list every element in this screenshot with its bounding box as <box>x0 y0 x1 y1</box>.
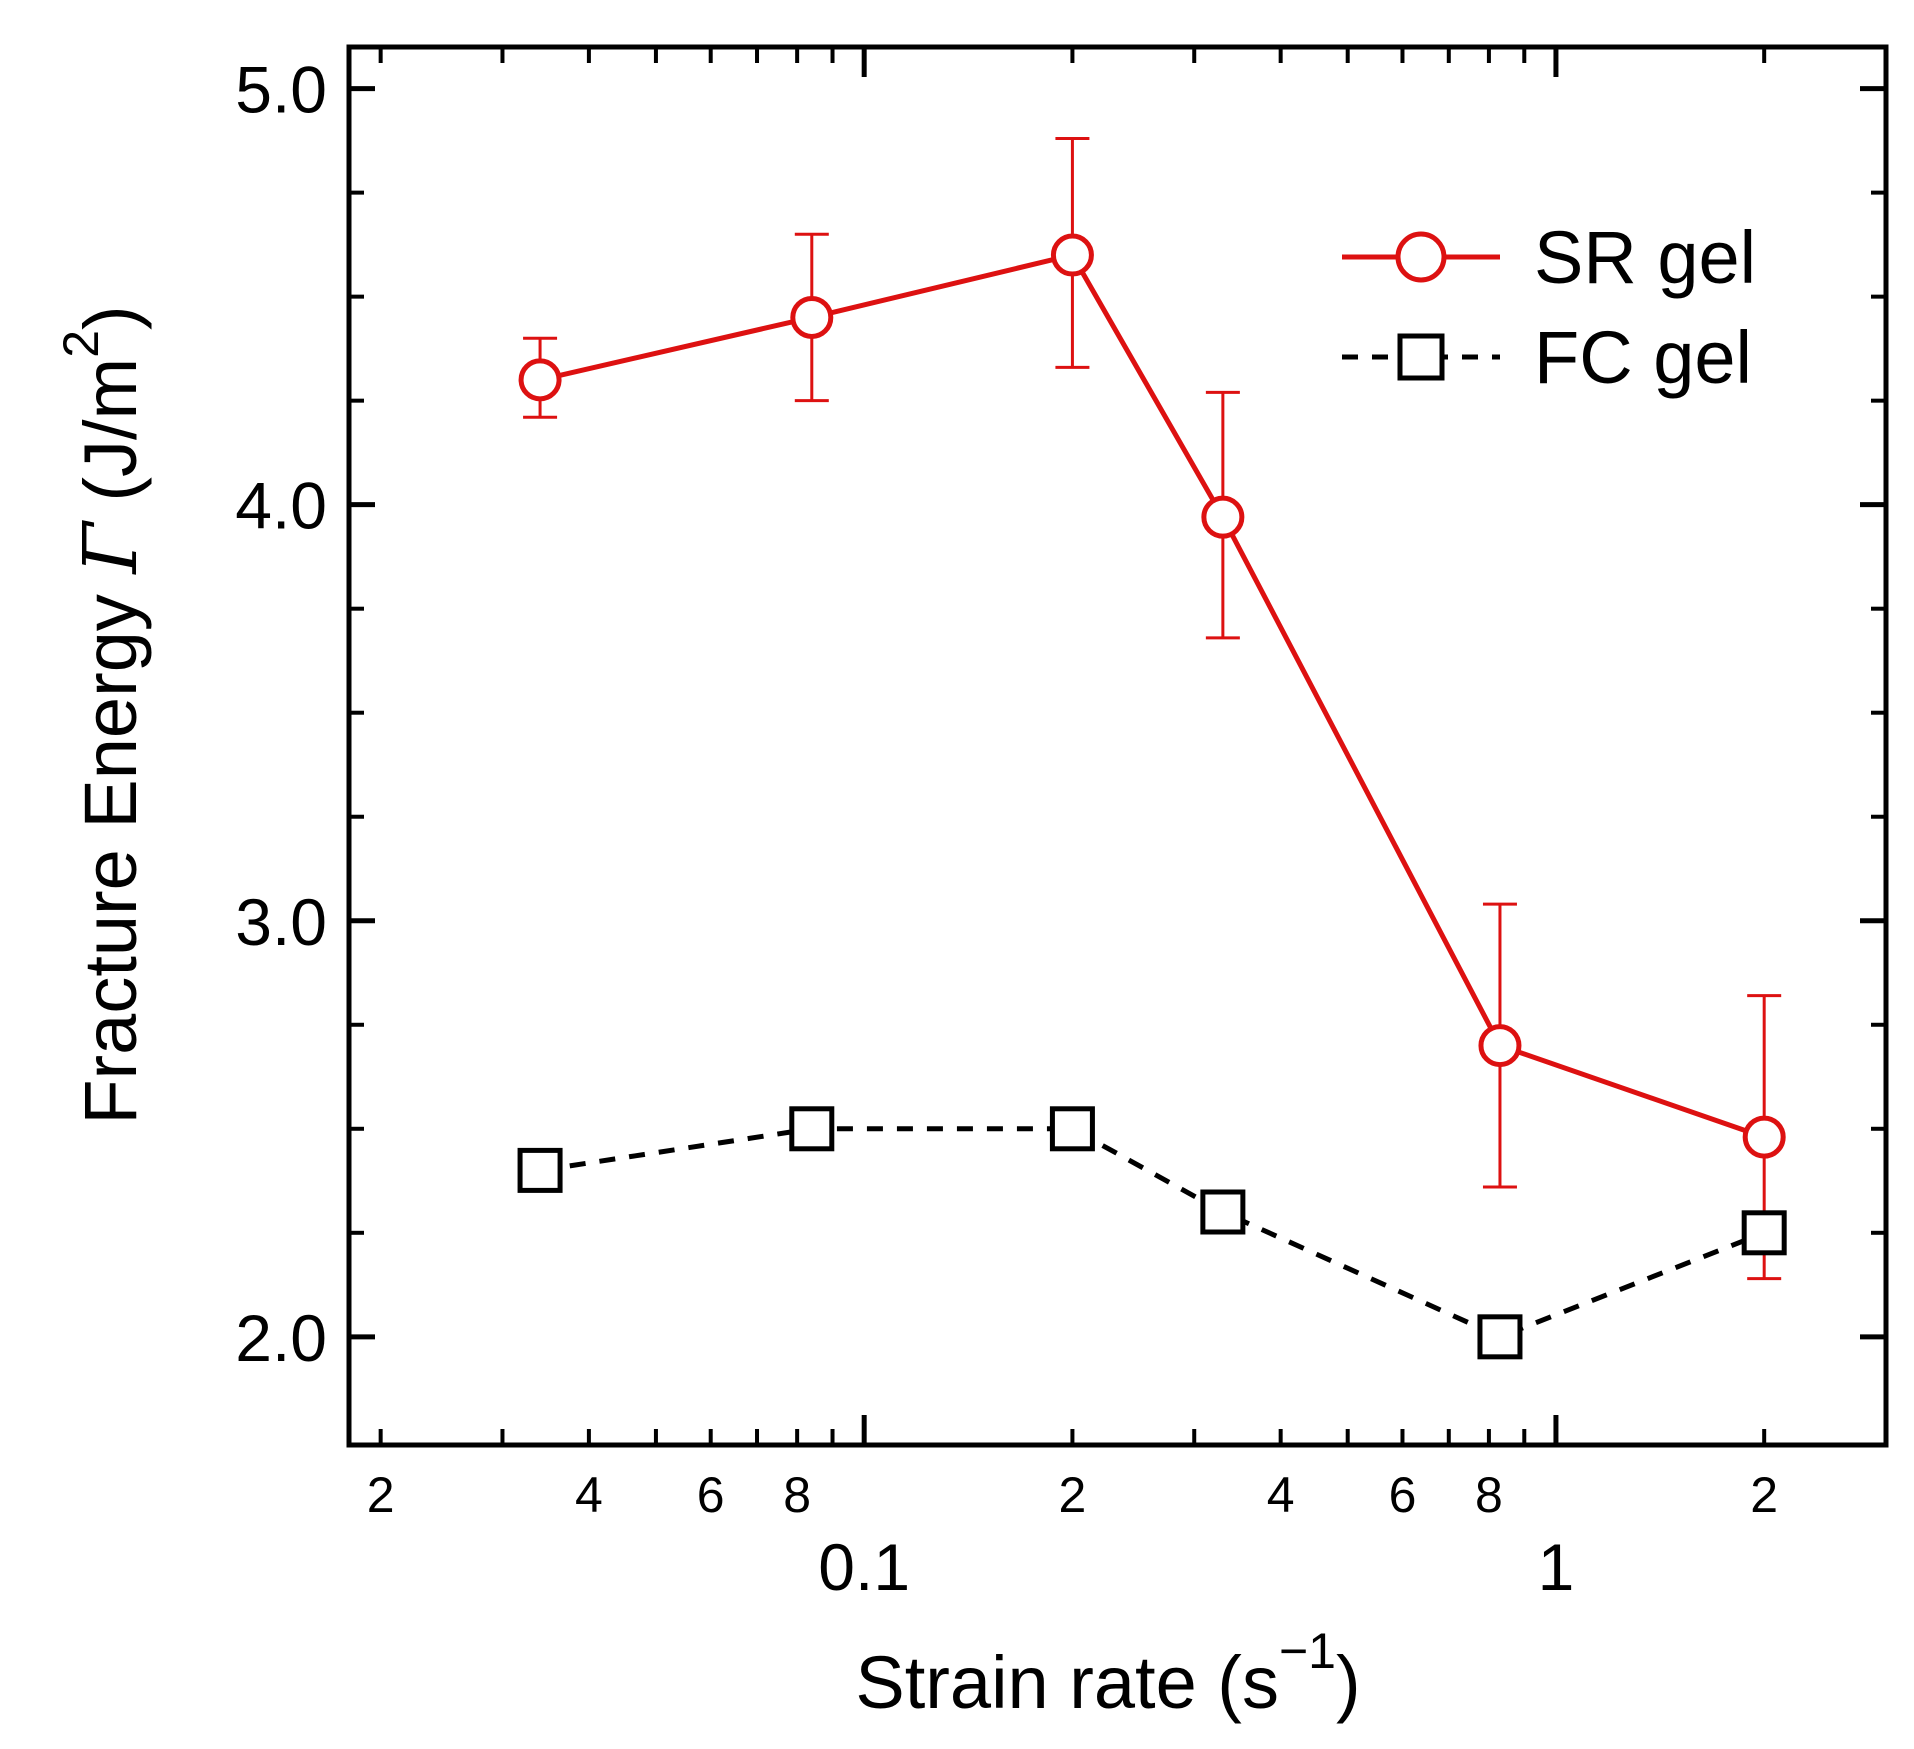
series-lines <box>539 252 1766 1340</box>
x-minor-tick-label: 2 <box>1059 1467 1087 1523</box>
fc-gel-point <box>517 1147 563 1193</box>
legend-fc-marker <box>1397 333 1445 381</box>
y-tick-label: 5.0 <box>235 53 327 127</box>
sr-gel-point <box>1201 495 1245 539</box>
y-axis-title-symbol: Γ <box>68 520 154 576</box>
fc-gel-point <box>1049 1106 1095 1152</box>
fc-gel-line <box>539 1126 1766 1340</box>
sr-gel-point <box>790 295 834 339</box>
axis-ticks <box>349 47 1886 1445</box>
sr-gel-point <box>1050 233 1094 277</box>
sr-gel-point <box>1742 1115 1786 1159</box>
legend-sr-label: SR gel <box>1534 216 1756 299</box>
y-axis-title-suffix: ) <box>69 305 152 330</box>
x-minor-tick-label: 2 <box>367 1467 395 1523</box>
fc-gel-point <box>1741 1210 1787 1256</box>
y-tick-label: 4.0 <box>235 469 327 543</box>
fc-gel-point <box>1477 1314 1523 1360</box>
x-axis-title: Strain rate (s−1) <box>855 1623 1360 1724</box>
x-minor-tick-label: 2 <box>1750 1467 1778 1523</box>
x-axis-title-exponent: −1 <box>1279 1623 1336 1679</box>
sr-gel-point <box>518 358 562 402</box>
x-major-tick-label: 0.1 <box>818 1530 910 1604</box>
x-minor-tick-label: 6 <box>697 1467 725 1523</box>
y-axis-title: Fracture Energy Γ (J/m2) <box>53 305 154 1124</box>
sr-gel-point <box>1478 1024 1522 1068</box>
legend-fc-label: FC gel <box>1534 316 1752 399</box>
sr-gel-line <box>539 252 1766 1140</box>
series-markers <box>517 233 1787 1360</box>
x-minor-tick-label: 4 <box>1267 1467 1295 1523</box>
fc-gel-point <box>789 1106 835 1152</box>
x-minor-tick-label: 4 <box>575 1467 603 1523</box>
legend-sr-marker <box>1395 231 1447 283</box>
y-axis-title-exponent: 2 <box>53 330 109 358</box>
x-minor-tick-label: 8 <box>1475 1467 1503 1523</box>
x-axis-title-main: Strain rate (s <box>855 1641 1279 1724</box>
x-minor-tick-label: 6 <box>1389 1467 1417 1523</box>
y-tick-label: 2.0 <box>235 1301 327 1375</box>
x-major-tick-label: 1 <box>1538 1530 1575 1604</box>
axis-tick-labels: 2.0 3.0 4.0 5.0 0.1 1 2 4 6 8 2 4 6 8 2 <box>235 53 1778 1604</box>
y-axis-title-unit: (J/m <box>69 358 152 522</box>
y-tick-label: 3.0 <box>235 885 327 959</box>
fc-gel-point <box>1200 1189 1246 1235</box>
y-axis-title-main: Fracture Energy <box>69 574 152 1125</box>
x-axis-title-suffix: ) <box>1336 1641 1361 1724</box>
x-minor-tick-label: 8 <box>783 1467 811 1523</box>
plot-frame <box>346 44 1889 1448</box>
error-bars <box>523 137 1782 1281</box>
legend: SR gel FC gel <box>1342 216 1756 399</box>
